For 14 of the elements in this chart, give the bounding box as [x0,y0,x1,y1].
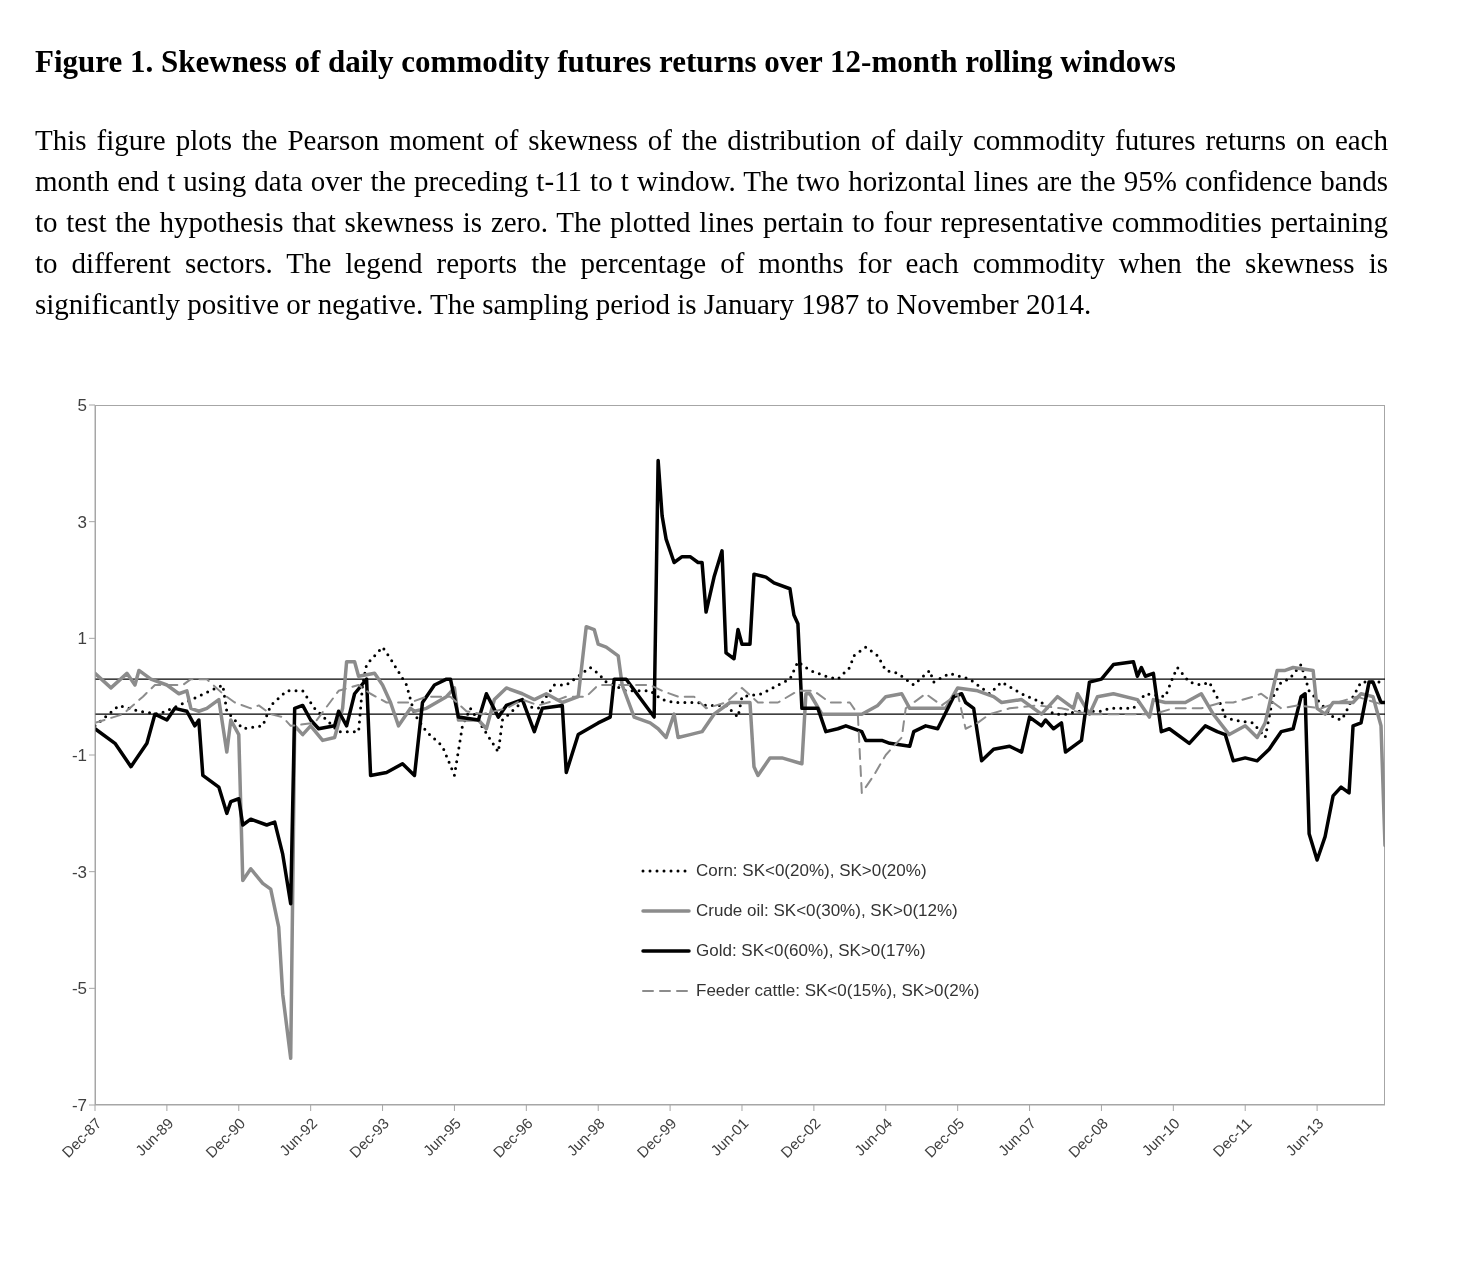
y-tick-label: 3 [77,512,87,532]
chart-subtitle: This figure plots the Pearson moment of skewness of the distribution of daily commodity futures returns on each month end t using data over the preceding t-11 to t window. The two horizontal lines are the 95% confidence bands to test the hypothesis that skewness is zero. The plotted lines pertain to four representative commodities pertaining to different sectors. The legend reports the percentage of months for each commodity when the skewness is significantly positive or negative. The sampling period is January 1987 to November 2014. [35,123,1388,322]
legend-label: Crude oil: SK<0(30%), SK>0(12%) [696,901,958,921]
y-tick-label: -7 [71,1096,87,1116]
y-tick-label: -1 [71,746,87,766]
legend-label: Feeder cattle: SK<0(15%), SK>0(2%) [696,981,980,1001]
chart-title: Figure 1. Skewness of daily commodity futures returns over 12-month rolling windows [35,44,1177,80]
line-series [95,624,1385,1061]
y-tick-label: -5 [71,979,87,999]
y-tick-label: -3 [71,862,87,882]
legend-label: Corn: SK<0(20%), SK>0(20%) [696,861,927,881]
y-tick-label: 5 [77,396,87,416]
y-tick-label: 1 [77,629,87,649]
legend-label: Gold: SK<0(60%), SK>0(17%) [696,941,926,961]
